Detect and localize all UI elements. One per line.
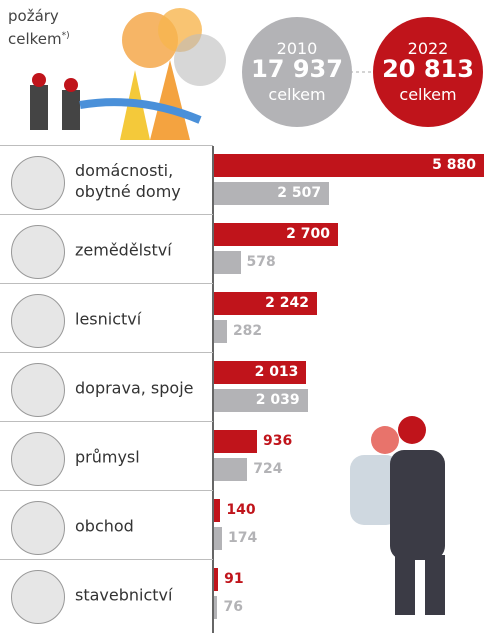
bar xyxy=(214,458,248,481)
separator xyxy=(0,283,213,284)
separator xyxy=(0,559,213,560)
bar xyxy=(214,499,221,522)
title: požáry celkem*) xyxy=(8,6,88,49)
value-label: 578 xyxy=(246,254,276,270)
total-value: 20 813 xyxy=(382,55,474,83)
value-label: 140 xyxy=(226,502,256,518)
category-label: zemědělství xyxy=(75,240,172,259)
category-label: domácnosti, obytné domy xyxy=(75,160,181,201)
category-label: stavebnictví xyxy=(75,585,173,604)
value-label: 2 700 xyxy=(286,226,330,242)
separator xyxy=(0,490,213,491)
value-label: 2 013 xyxy=(254,364,299,380)
bar xyxy=(214,596,218,619)
value-label: 2 039 xyxy=(255,392,300,408)
bar xyxy=(214,430,257,453)
total-value: 17 937 xyxy=(251,55,343,83)
category-icon xyxy=(11,569,65,624)
value-label: 5 880 xyxy=(432,157,476,173)
total-year: 2022 xyxy=(407,39,449,58)
value-label: 2 507 xyxy=(277,185,322,201)
category-icon xyxy=(11,224,65,279)
total-circle: 2010 17 937 celkem xyxy=(242,17,352,127)
bar xyxy=(214,527,222,550)
bar xyxy=(214,320,227,343)
title-note: *) xyxy=(61,31,70,41)
category-icon xyxy=(11,500,65,555)
value-label: 2 242 xyxy=(265,295,309,311)
category-icon xyxy=(11,362,65,417)
category-label: lesnictví xyxy=(75,309,142,328)
category-icon xyxy=(11,293,65,348)
category-label: doprava, spoje xyxy=(75,378,194,397)
value-label: 936 xyxy=(262,433,293,449)
total-circle: 2022 20 813 celkem xyxy=(373,17,483,127)
value-label: 91 xyxy=(224,571,244,587)
bar xyxy=(214,154,484,177)
category-icon xyxy=(11,155,65,210)
value-label: 174 xyxy=(227,530,258,546)
bar xyxy=(214,568,219,591)
bar xyxy=(214,223,338,246)
value-label: 76 xyxy=(223,599,243,615)
total-year: 2010 xyxy=(276,39,318,58)
title-text: požáry celkem xyxy=(8,7,62,48)
separator xyxy=(0,352,213,353)
category-label: průmysl xyxy=(75,447,140,466)
total-unit: celkem xyxy=(268,85,326,104)
bar xyxy=(214,389,308,412)
category-icon xyxy=(11,431,65,486)
separator xyxy=(0,421,213,422)
bar xyxy=(214,251,241,274)
bar xyxy=(214,361,307,384)
bar xyxy=(214,182,330,205)
total-unit: celkem xyxy=(399,85,457,104)
value-label: 282 xyxy=(232,323,263,339)
separator xyxy=(0,145,213,146)
separator xyxy=(0,214,213,215)
category-label: obchod xyxy=(75,516,134,535)
bar xyxy=(214,292,317,315)
value-label: 724 xyxy=(253,461,283,477)
